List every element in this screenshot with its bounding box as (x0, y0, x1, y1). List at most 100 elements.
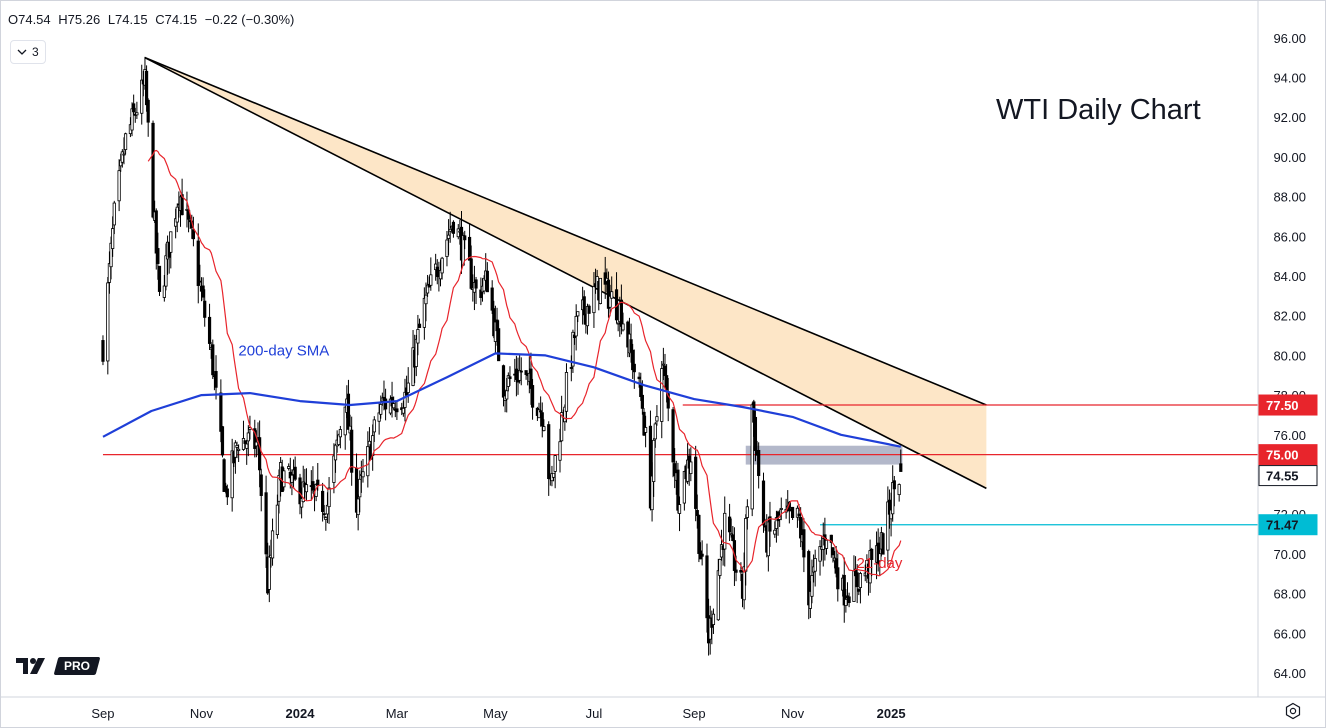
candle-body (700, 553, 704, 557)
y-tick-label: 84.00 (1273, 269, 1306, 284)
candle-body (824, 539, 829, 549)
candle-body (338, 429, 342, 438)
candle-body (619, 299, 623, 327)
price-tag-box (1258, 394, 1318, 416)
settings-button[interactable] (1282, 700, 1304, 722)
candle-body (175, 206, 179, 223)
candle-body (123, 133, 128, 150)
candle-body (120, 151, 124, 163)
y-tick-label: 94.00 (1273, 71, 1306, 86)
tradingview-logo[interactable]: PRO (16, 655, 106, 677)
candle-body (219, 392, 223, 432)
candle-body (505, 390, 509, 400)
candle-body (417, 323, 422, 328)
candle-body (790, 506, 795, 518)
candle-body (558, 441, 562, 461)
candle-body (469, 258, 473, 289)
candle-body (435, 266, 439, 277)
candle-body (757, 449, 761, 476)
candle-body (663, 365, 667, 377)
x-tick-label: Sep (91, 706, 114, 721)
chart-title: WTI Daily Chart (996, 94, 1201, 126)
candle-body (456, 228, 460, 238)
candle-body (727, 516, 732, 533)
y-tick-label: 66.00 (1273, 626, 1306, 641)
tradingview-logo-icon (16, 658, 45, 674)
candle-body (761, 480, 766, 526)
candle-body (564, 372, 569, 412)
x-tick-label: May (483, 706, 508, 721)
candle-body (576, 311, 580, 317)
candle-body (196, 240, 200, 286)
candle-body (571, 331, 575, 367)
candle-body (745, 506, 749, 518)
candle-body (560, 412, 564, 442)
candle-body (610, 291, 614, 299)
y-tick-label: 64.00 (1273, 666, 1306, 681)
candle-body (530, 385, 535, 408)
candle-body (140, 79, 144, 114)
price-tag-77.50: 77.50 (1258, 394, 1318, 416)
candle-body (773, 529, 777, 535)
indicators-count: 3 (32, 45, 39, 59)
candle-body (744, 518, 748, 572)
candle-body (106, 282, 110, 362)
candle-body (831, 547, 835, 556)
price-tag-box (1258, 514, 1318, 536)
candle-body (653, 423, 657, 440)
candle-body (304, 484, 309, 493)
candle-body (705, 555, 709, 619)
y-tick-label: 80.00 (1273, 348, 1306, 363)
candle-body (857, 588, 861, 592)
candle-body (731, 534, 735, 541)
candle-body (311, 481, 315, 491)
candle-body (682, 471, 686, 504)
candle-body (485, 270, 489, 293)
candle-body (275, 504, 279, 535)
candle-body (616, 322, 620, 325)
candle-body (101, 340, 105, 362)
candle-body (697, 514, 701, 554)
candle-body (768, 516, 772, 532)
candle-body (734, 569, 738, 573)
candle-body (497, 328, 501, 362)
candle-body (203, 300, 207, 318)
candle-body (716, 570, 720, 621)
candle-body (132, 103, 136, 113)
candle-body (264, 492, 268, 555)
ma21-annotation: 21-day (857, 555, 903, 572)
candle-body (157, 265, 162, 292)
candle-body (813, 558, 817, 572)
candle-body (592, 286, 596, 314)
candle-body (191, 229, 196, 240)
candle-body (810, 575, 814, 597)
candle-body (582, 296, 586, 316)
candle-body (870, 548, 874, 560)
candle-body (474, 279, 478, 289)
ma21-line (147, 149, 902, 577)
candle-body (899, 463, 903, 472)
price-tag-label: 77.50 (1266, 398, 1299, 413)
candle-body (569, 367, 573, 369)
candle-body (807, 551, 811, 606)
candle-body (542, 426, 546, 432)
candle-body (300, 498, 304, 508)
candle-body (677, 504, 682, 514)
candle-body (585, 306, 590, 327)
candle-body (858, 573, 863, 588)
candle-body (640, 394, 644, 409)
pro-badge: PRO (53, 657, 101, 675)
indicators-toggle-button[interactable]: 3 (10, 40, 46, 64)
candle-body (490, 287, 494, 311)
candle-body (829, 534, 833, 543)
candle-body (897, 484, 901, 496)
candle-body (372, 419, 376, 433)
candle-body (243, 440, 247, 444)
candle-body (383, 398, 388, 410)
candle-body (225, 488, 229, 498)
candle-body (154, 210, 158, 254)
candle-body (220, 426, 225, 456)
ohlc-open: O74.54 (8, 12, 51, 27)
candle-body (892, 480, 896, 490)
